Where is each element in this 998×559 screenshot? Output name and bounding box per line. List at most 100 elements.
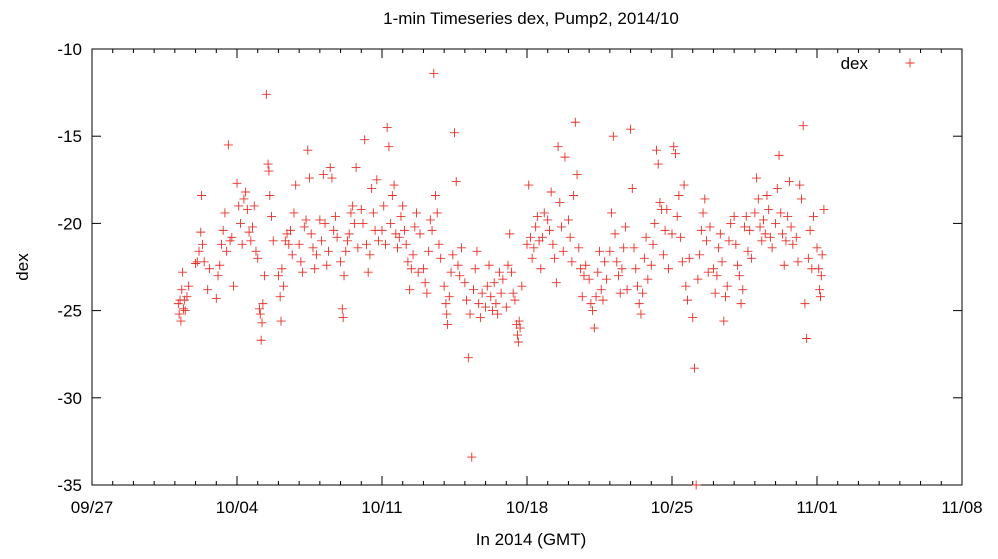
data-point [470,264,480,274]
data-point [317,236,327,246]
data-point [667,229,677,239]
data-point [710,288,720,298]
x-axis: 09/27 10/04 10/11 10/18 10/25 11/01 11/08 [71,49,983,517]
data-point [399,225,409,235]
data-point [239,194,249,204]
data-point [422,288,432,298]
data-point [360,135,370,145]
data-point [636,309,646,319]
data-point [199,257,209,267]
data-point [758,215,768,225]
y-tick-label: -35 [57,476,82,495]
data-point [722,281,732,291]
data-point [809,211,819,221]
data-point [294,239,304,249]
data-point [496,288,506,298]
data-point [429,68,439,78]
data-point [560,152,570,162]
data-point [346,208,356,218]
data-point [468,285,478,295]
data-point [229,281,239,291]
data-point [261,89,271,99]
data-point [676,232,686,242]
data-point [783,211,793,221]
data-point [596,285,606,295]
data-point [222,246,232,256]
data-point [531,222,541,232]
data-point [786,222,796,232]
plot-frame [91,48,963,486]
data-point [441,299,451,309]
data-point [705,222,715,232]
data-point [683,295,693,305]
data-point [788,239,798,249]
legend-marker [905,58,915,68]
data-point [779,260,789,270]
data-point [555,197,565,207]
data-point [235,218,245,228]
data-point [791,232,801,242]
x-tick-label: 10/25 [651,498,694,517]
data-point [631,264,641,274]
data-point [539,208,549,218]
data-point [658,250,668,260]
data-point [322,260,332,270]
data-point [413,267,423,277]
data-point [622,285,632,295]
data-point [203,285,213,295]
data-point [268,236,278,246]
data-point [696,225,706,235]
data-point [341,246,351,256]
data-point [337,304,347,314]
data-point [595,246,604,256]
data-point [474,299,484,309]
data-point [182,292,192,302]
data-point [255,309,265,319]
x-tick-label: 11/01 [796,498,837,517]
data-point [339,271,349,281]
data-point [344,229,354,239]
data-point [669,142,679,152]
data-point [698,208,708,218]
data-point [784,177,794,187]
data-point [688,313,698,323]
x-tick-label: 11/08 [941,498,982,517]
data-point [712,271,722,281]
data-point [700,194,710,204]
data-point [432,208,442,218]
data-point [684,253,694,263]
data-point [282,229,292,239]
data-point [757,236,767,246]
data-point [396,211,406,221]
data-point [605,246,615,256]
data-point [506,267,516,277]
data-point [332,232,342,242]
data-point [544,225,554,235]
data-point [348,201,358,211]
legend-label: dex [841,54,869,73]
data-point [204,264,214,274]
data-point [279,281,289,291]
data-point [817,250,827,260]
data-point [398,201,408,211]
data-point [342,236,352,246]
data-point [484,260,494,270]
data-point [527,253,537,263]
data-point [318,170,328,180]
data-point [327,173,337,183]
data-point [387,190,397,200]
data-point [436,253,446,263]
data-point [639,253,649,263]
data-point [405,285,415,295]
data-point [572,170,582,180]
data-point [382,122,392,132]
x-tick-label: 09/27 [71,498,114,517]
data-point [579,271,589,281]
data-point [750,208,760,218]
data-point [715,229,725,239]
data-point [765,232,775,242]
data-point [588,306,598,316]
data-point [412,208,422,218]
data-point [581,260,591,270]
data-point [291,180,301,190]
